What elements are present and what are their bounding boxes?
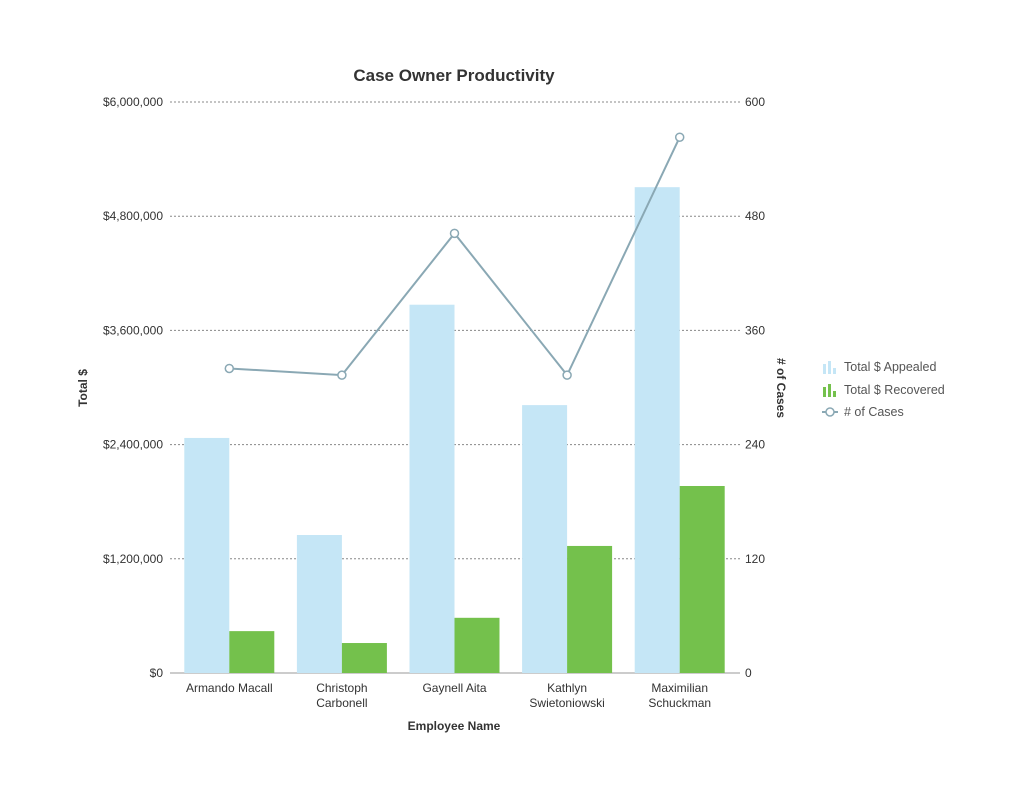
legend-label: Total $ Appealed xyxy=(844,360,937,375)
x-tick-label: Maximilian Schuckman xyxy=(648,681,711,710)
y2-tick-label: 120 xyxy=(745,552,765,566)
legend-label: Total $ Recovered xyxy=(844,382,945,397)
y2-tick-label: 360 xyxy=(745,323,765,337)
bar-appealed xyxy=(296,535,342,673)
bar-recovered xyxy=(229,631,275,673)
y-axis-label: Total $ xyxy=(76,369,90,407)
x-tick-label: Armando Macall xyxy=(186,681,273,695)
bar-recovered xyxy=(567,545,613,673)
legend: Total $ Appealed Total $ Recovered # of … xyxy=(822,356,945,424)
y2-tick-label: 480 xyxy=(745,209,765,223)
bar-appealed xyxy=(522,405,568,673)
y-tick-label: $2,400,000 xyxy=(103,438,163,452)
x-tick-label: Gaynell Aita xyxy=(422,681,486,695)
bar-recovered xyxy=(454,617,500,673)
bar-recovered xyxy=(679,485,725,673)
y2-tick-label: 0 xyxy=(745,666,752,680)
bar-appealed xyxy=(409,304,455,673)
y2-tick-label: 240 xyxy=(745,438,765,452)
cases-point xyxy=(337,370,347,380)
y-tick-label: $3,600,000 xyxy=(103,323,163,337)
legend-item-cases[interactable]: # of Cases xyxy=(822,401,945,424)
y-tick-label: $0 xyxy=(150,666,164,680)
legend-label: # of Cases xyxy=(844,405,904,420)
bar-chart-icon xyxy=(823,383,836,397)
bar-recovered xyxy=(341,643,387,673)
legend-item-recovered[interactable]: Total $ Recovered xyxy=(822,379,945,402)
y-tick-label: $4,800,000 xyxy=(103,209,163,223)
bar-chart-icon xyxy=(823,361,836,375)
y-tick-label: $6,000,000 xyxy=(103,95,163,109)
cases-point xyxy=(674,132,685,142)
legend-item-appealed[interactable]: Total $ Appealed xyxy=(822,356,945,379)
cases-point xyxy=(562,370,572,380)
x-tick-label: Christoph Carbonell xyxy=(316,681,367,710)
cases-point xyxy=(224,363,235,374)
chart-title: Case Owner Productivity xyxy=(353,66,555,85)
y2-tick-label: 600 xyxy=(745,95,765,109)
bar-appealed xyxy=(184,437,230,673)
x-axis-label: Employee Name xyxy=(408,719,501,733)
line-marker-icon xyxy=(822,407,838,417)
y-tick-label: $1,200,000 xyxy=(103,552,163,566)
x-tick-label: Kathlyn Swietoniowski xyxy=(529,681,604,710)
y2-axis-label: # of Cases xyxy=(774,358,788,418)
bar-appealed xyxy=(634,187,680,673)
cases-point xyxy=(449,228,460,239)
